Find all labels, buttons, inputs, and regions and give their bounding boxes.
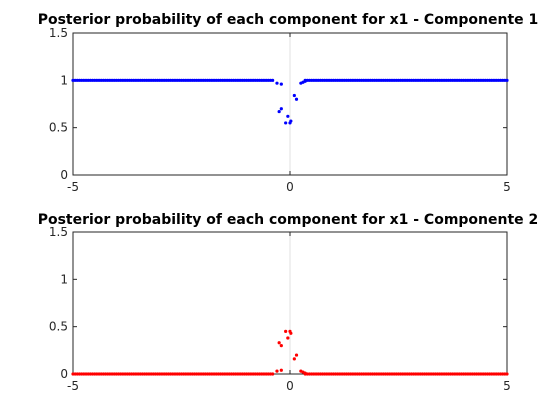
data-point bbox=[289, 119, 293, 123]
y-tick-label: 0.5 bbox=[49, 121, 68, 135]
data-point bbox=[292, 93, 296, 98]
data-point bbox=[505, 78, 509, 82]
y-tick-label: 1 bbox=[60, 73, 68, 87]
data-point bbox=[279, 82, 283, 86]
x-tick-label: 5 bbox=[503, 379, 511, 393]
data-point bbox=[271, 78, 275, 82]
data-point bbox=[286, 336, 290, 340]
data-point bbox=[275, 81, 279, 85]
data-point bbox=[275, 369, 279, 373]
y-tick-label: 0 bbox=[60, 168, 68, 182]
data-point bbox=[505, 372, 509, 376]
x-tick-label: 5 bbox=[503, 180, 511, 194]
data-point bbox=[294, 353, 299, 357]
x-tick-label: 0 bbox=[286, 379, 294, 393]
plot-area: -5 0 500.511.5 bbox=[49, 26, 511, 194]
y-tick-label: 1.5 bbox=[49, 26, 68, 40]
data-point bbox=[294, 97, 299, 101]
data-point bbox=[279, 344, 283, 348]
data-point bbox=[271, 372, 275, 376]
data-point bbox=[286, 114, 290, 118]
y-tick-label: 0 bbox=[60, 367, 68, 381]
data-point bbox=[303, 79, 307, 83]
data-point bbox=[292, 357, 296, 361]
data-point bbox=[279, 107, 283, 111]
chart-title: Posterior probability of each component … bbox=[38, 12, 539, 28]
data-point bbox=[279, 368, 283, 372]
data-point bbox=[277, 109, 281, 114]
data-point bbox=[277, 341, 281, 345]
chart-title: Posterior probability of each component … bbox=[38, 212, 539, 228]
chart-componente-2: Posterior probability of each component … bbox=[38, 212, 539, 393]
y-tick-label: 0.5 bbox=[49, 320, 68, 334]
x-tick-label: 0 bbox=[286, 180, 294, 194]
x-tick-label: -5 bbox=[67, 180, 79, 194]
data-point bbox=[289, 331, 293, 335]
x-tick-label: -5 bbox=[67, 379, 79, 393]
y-tick-label: 1 bbox=[60, 272, 68, 286]
y-tick-label: 1.5 bbox=[49, 225, 68, 239]
data-point bbox=[284, 121, 288, 125]
plot-area: -5 0 500.511.5 bbox=[49, 225, 511, 393]
chart-componente-1: Posterior probability of each component … bbox=[38, 12, 539, 194]
data-point bbox=[303, 371, 307, 375]
data-point bbox=[284, 329, 288, 333]
